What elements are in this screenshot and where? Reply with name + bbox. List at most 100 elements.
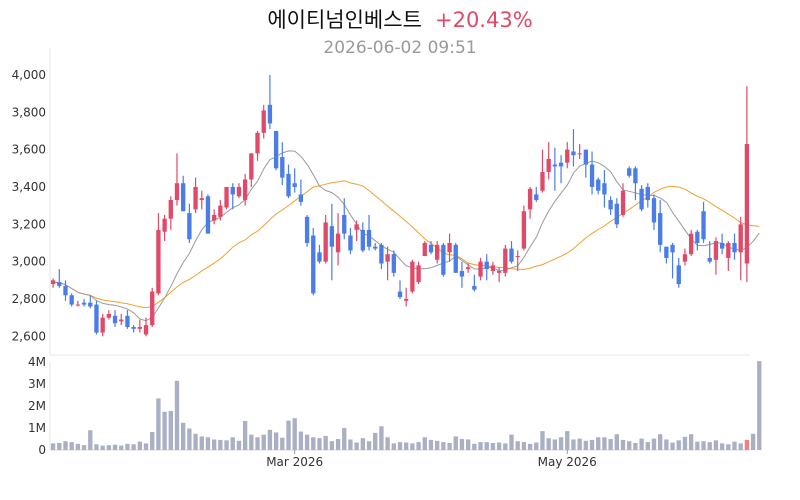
candle-body	[713, 241, 719, 260]
candle-body	[589, 164, 595, 187]
price-y-tick: 4,000	[12, 68, 46, 82]
volume-bar	[205, 437, 211, 450]
candle-body	[267, 104, 273, 124]
candle-body	[459, 270, 465, 277]
volume-bar	[459, 439, 465, 450]
candle-body	[335, 233, 341, 253]
candle-body	[119, 319, 124, 322]
candle-body	[205, 196, 211, 234]
candle-body	[453, 244, 458, 273]
candle-body	[125, 315, 130, 327]
candle-body	[156, 229, 161, 294]
volume-bar	[224, 440, 229, 450]
volume-bar	[88, 430, 93, 450]
volume-bar	[267, 429, 273, 450]
candle-body	[373, 246, 378, 249]
volume-bar	[211, 439, 217, 450]
candle-body	[199, 198, 204, 201]
volume-bar	[329, 441, 335, 450]
candle-body	[342, 214, 347, 234]
candle-body	[645, 186, 650, 201]
candle-body	[583, 149, 589, 165]
candle-body	[181, 183, 186, 212]
candle-body	[379, 244, 384, 264]
price-y-tick: 3,200	[12, 217, 46, 231]
candle-body	[249, 153, 254, 180]
volume-bar	[230, 437, 235, 450]
volume-bar	[199, 436, 204, 450]
candle-body	[465, 267, 471, 270]
volume-bar	[385, 437, 390, 450]
candle-body	[614, 203, 619, 225]
candle-body	[348, 235, 353, 251]
volume-bar	[589, 439, 595, 450]
volume-bar	[292, 418, 297, 450]
volume-bar	[94, 444, 99, 450]
volume-bar	[428, 439, 434, 450]
candle-body	[360, 229, 365, 251]
volume-bar	[639, 438, 644, 450]
candle-body	[651, 198, 657, 223]
candle-body	[354, 224, 359, 230]
volume-bar	[255, 437, 260, 450]
candle-body	[521, 211, 527, 249]
volume-bar	[732, 441, 737, 450]
volume-bar	[688, 434, 694, 450]
candle-body	[496, 270, 502, 273]
volume-bar	[57, 442, 62, 450]
volume-bar	[719, 443, 725, 450]
volume-bar	[571, 439, 576, 450]
volume-bar	[261, 434, 266, 450]
volume-bar	[713, 440, 719, 450]
volume-bar	[496, 442, 502, 450]
volume-bar	[738, 443, 743, 450]
candle-body	[137, 326, 142, 329]
candle-body	[701, 211, 706, 240]
candle-body	[552, 164, 558, 167]
candle-body	[94, 304, 99, 333]
volume-bar	[304, 434, 310, 450]
volume-bar	[726, 444, 731, 450]
candle-body	[540, 172, 545, 191]
volume-bar	[527, 443, 533, 450]
candle-body	[565, 149, 570, 163]
volume-bar	[181, 422, 186, 450]
candle-body	[744, 144, 750, 264]
volume-bar	[422, 437, 427, 450]
volume-bar	[750, 433, 756, 450]
volume-bar	[236, 440, 242, 450]
candle-body	[187, 213, 192, 240]
candle-body	[558, 162, 564, 167]
candle-body	[627, 168, 632, 176]
volume-bar	[670, 442, 675, 450]
candle-body	[676, 265, 681, 285]
candle-body	[738, 224, 743, 253]
volume-bar	[125, 443, 130, 450]
candle-body	[515, 256, 520, 258]
candle-body	[255, 132, 260, 154]
candle-body	[509, 248, 514, 262]
volume-bar	[633, 442, 638, 450]
candle-body	[112, 315, 118, 324]
volume-bar	[311, 437, 316, 450]
volume-bar	[280, 437, 285, 450]
volume-bar	[249, 434, 254, 450]
volume-bar	[503, 443, 508, 450]
volume-bar	[397, 442, 403, 450]
volume-bar	[273, 432, 279, 450]
volume-bar	[162, 411, 167, 450]
candle-body	[534, 194, 539, 201]
volume-bar	[465, 439, 471, 450]
candle-body	[441, 244, 446, 275]
volume-bar	[119, 445, 124, 450]
volume-bar	[701, 441, 706, 450]
candle-body	[311, 235, 316, 294]
candle-body	[286, 173, 291, 197]
candle-body	[298, 194, 304, 202]
volume-bar	[645, 442, 650, 450]
candle-body	[317, 252, 322, 262]
volume-y-tick: 2M	[28, 399, 46, 413]
candle-body	[162, 218, 167, 232]
candle-body	[732, 242, 737, 253]
volume-bar	[651, 438, 657, 450]
